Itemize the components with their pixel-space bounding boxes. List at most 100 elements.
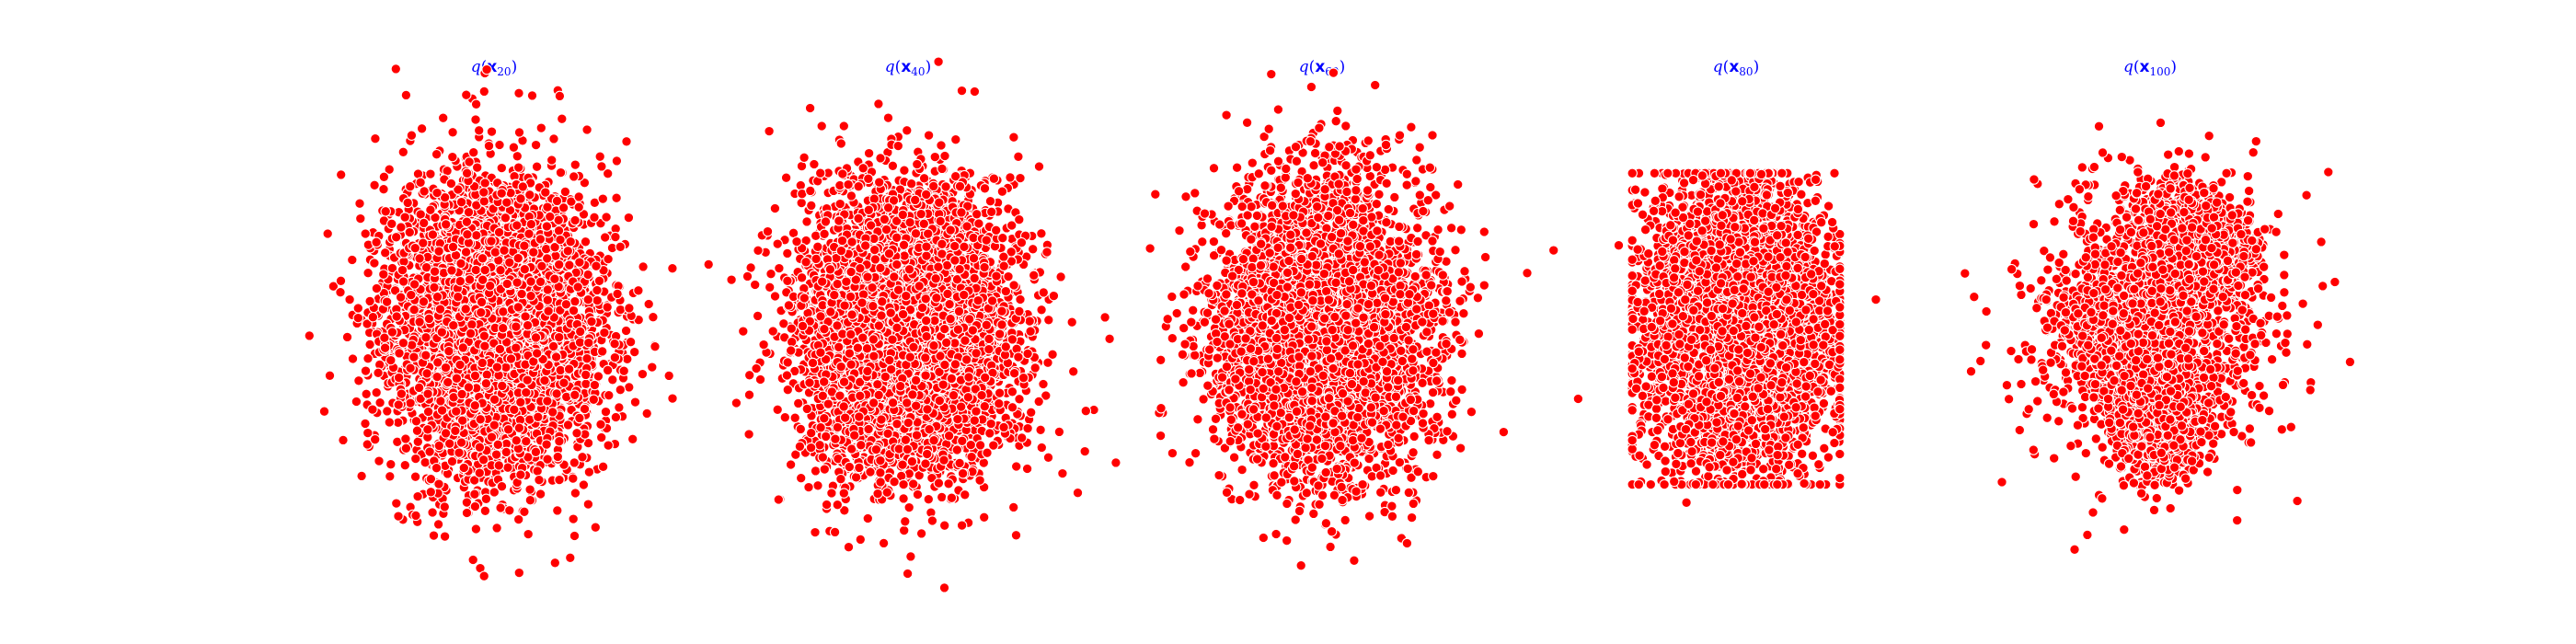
- scatter-point: [462, 229, 473, 240]
- scatter-point: [620, 325, 632, 337]
- scatter-point: [515, 193, 526, 204]
- scatter-point: [470, 523, 482, 535]
- scatter-point: [595, 419, 606, 431]
- scatter-point: [597, 461, 609, 473]
- scatter-point: [439, 531, 451, 542]
- scatter-point: [648, 311, 659, 323]
- scatter-point: [478, 196, 490, 207]
- scatter-point: [400, 443, 412, 454]
- scatter-point: [415, 209, 426, 220]
- scatter-point: [516, 288, 527, 300]
- scatter-point: [382, 406, 393, 417]
- scatter-point: [624, 382, 635, 393]
- scatter-point: [469, 489, 480, 500]
- scatter-point: [373, 367, 384, 379]
- scatter-point: [565, 552, 576, 564]
- scatter-point: [486, 236, 497, 247]
- scatter-point: [445, 178, 457, 190]
- scatter-point: [467, 146, 479, 158]
- scatter-point: [405, 180, 416, 192]
- scatter-point: [374, 455, 385, 466]
- scatter-point: [416, 123, 428, 134]
- scatter-point: [381, 296, 393, 307]
- scatter-point: [501, 197, 512, 208]
- scatter-point: [512, 151, 523, 162]
- scatter-point: [614, 402, 625, 413]
- scatter-point: [574, 326, 586, 338]
- scatter-point: [513, 567, 525, 579]
- scatter-point: [542, 284, 554, 295]
- scatter-point: [453, 291, 464, 303]
- scatter-point: [579, 403, 591, 415]
- panel-title: q(x20): [471, 58, 517, 78]
- scatter-point: [524, 494, 536, 506]
- scatter-point: [418, 296, 430, 307]
- scatter-point: [347, 353, 359, 364]
- scatter-point: [553, 225, 565, 236]
- scatter-point: [641, 408, 652, 420]
- scatter-point: [360, 228, 371, 239]
- scatter-point: [512, 513, 524, 525]
- scatter-point: [422, 406, 434, 418]
- scatter-point: [541, 221, 553, 232]
- scatter-point: [479, 505, 491, 517]
- scatter-point: [428, 530, 440, 541]
- scatter-point: [535, 489, 546, 500]
- scatter-point: [481, 369, 493, 381]
- scatter-point: [385, 354, 397, 366]
- scatter-point: [611, 192, 622, 203]
- scatter-point: [663, 370, 674, 382]
- scatter-point: [490, 449, 502, 460]
- scatter-point: [542, 454, 553, 465]
- scatter-point: [356, 470, 367, 482]
- scatter-point: [558, 377, 569, 388]
- scatter-point: [465, 328, 477, 339]
- scatter-point: [500, 446, 512, 458]
- scatter-point: [667, 393, 678, 404]
- scatter-point: [496, 188, 507, 199]
- scatter-point: [583, 337, 594, 349]
- scatter-point: [446, 455, 458, 467]
- scatter-point: [451, 406, 462, 417]
- scatter-point: [371, 236, 382, 248]
- scatter-point: [548, 133, 559, 144]
- scatter-point: [563, 363, 575, 374]
- scatter-point: [406, 289, 417, 301]
- scatter-point: [483, 140, 495, 152]
- scatter-point: [525, 218, 537, 230]
- scatter-point: [447, 127, 458, 138]
- scatter-point: [408, 279, 420, 290]
- scatter-point: [552, 505, 563, 516]
- scatter-point: [355, 213, 366, 224]
- scatter-point: [512, 220, 523, 231]
- scatter-point: [436, 405, 448, 416]
- scatter-point: [581, 378, 592, 390]
- scatter-point: [399, 212, 410, 223]
- scatter-point: [602, 302, 613, 313]
- scatter-point: [522, 374, 533, 385]
- scatter-point: [650, 340, 661, 352]
- scatter-point: [543, 305, 554, 316]
- scatter-point: [551, 195, 563, 207]
- scatter-point: [367, 404, 378, 415]
- scatter-point: [362, 352, 374, 364]
- scatter-point: [539, 374, 550, 386]
- scatter-point: [546, 155, 558, 166]
- scatter-point: [413, 382, 425, 394]
- scatter-point: [491, 523, 502, 534]
- scatter-point: [647, 362, 658, 373]
- scatter-point: [569, 389, 581, 401]
- scatter-point: [553, 259, 565, 270]
- scatter-point: [481, 63, 492, 75]
- scatter-point: [480, 493, 492, 505]
- scatter-point: [440, 219, 452, 230]
- scatter-point: [542, 294, 554, 305]
- scatter-point: [500, 213, 512, 224]
- scatter-point: [378, 269, 389, 280]
- scatter-point: [369, 433, 381, 445]
- scatter-point: [498, 306, 509, 317]
- scatter-point: [540, 187, 551, 198]
- scatter-point: [582, 499, 594, 510]
- scatter-point: [586, 316, 597, 328]
- scatter-point: [496, 162, 508, 174]
